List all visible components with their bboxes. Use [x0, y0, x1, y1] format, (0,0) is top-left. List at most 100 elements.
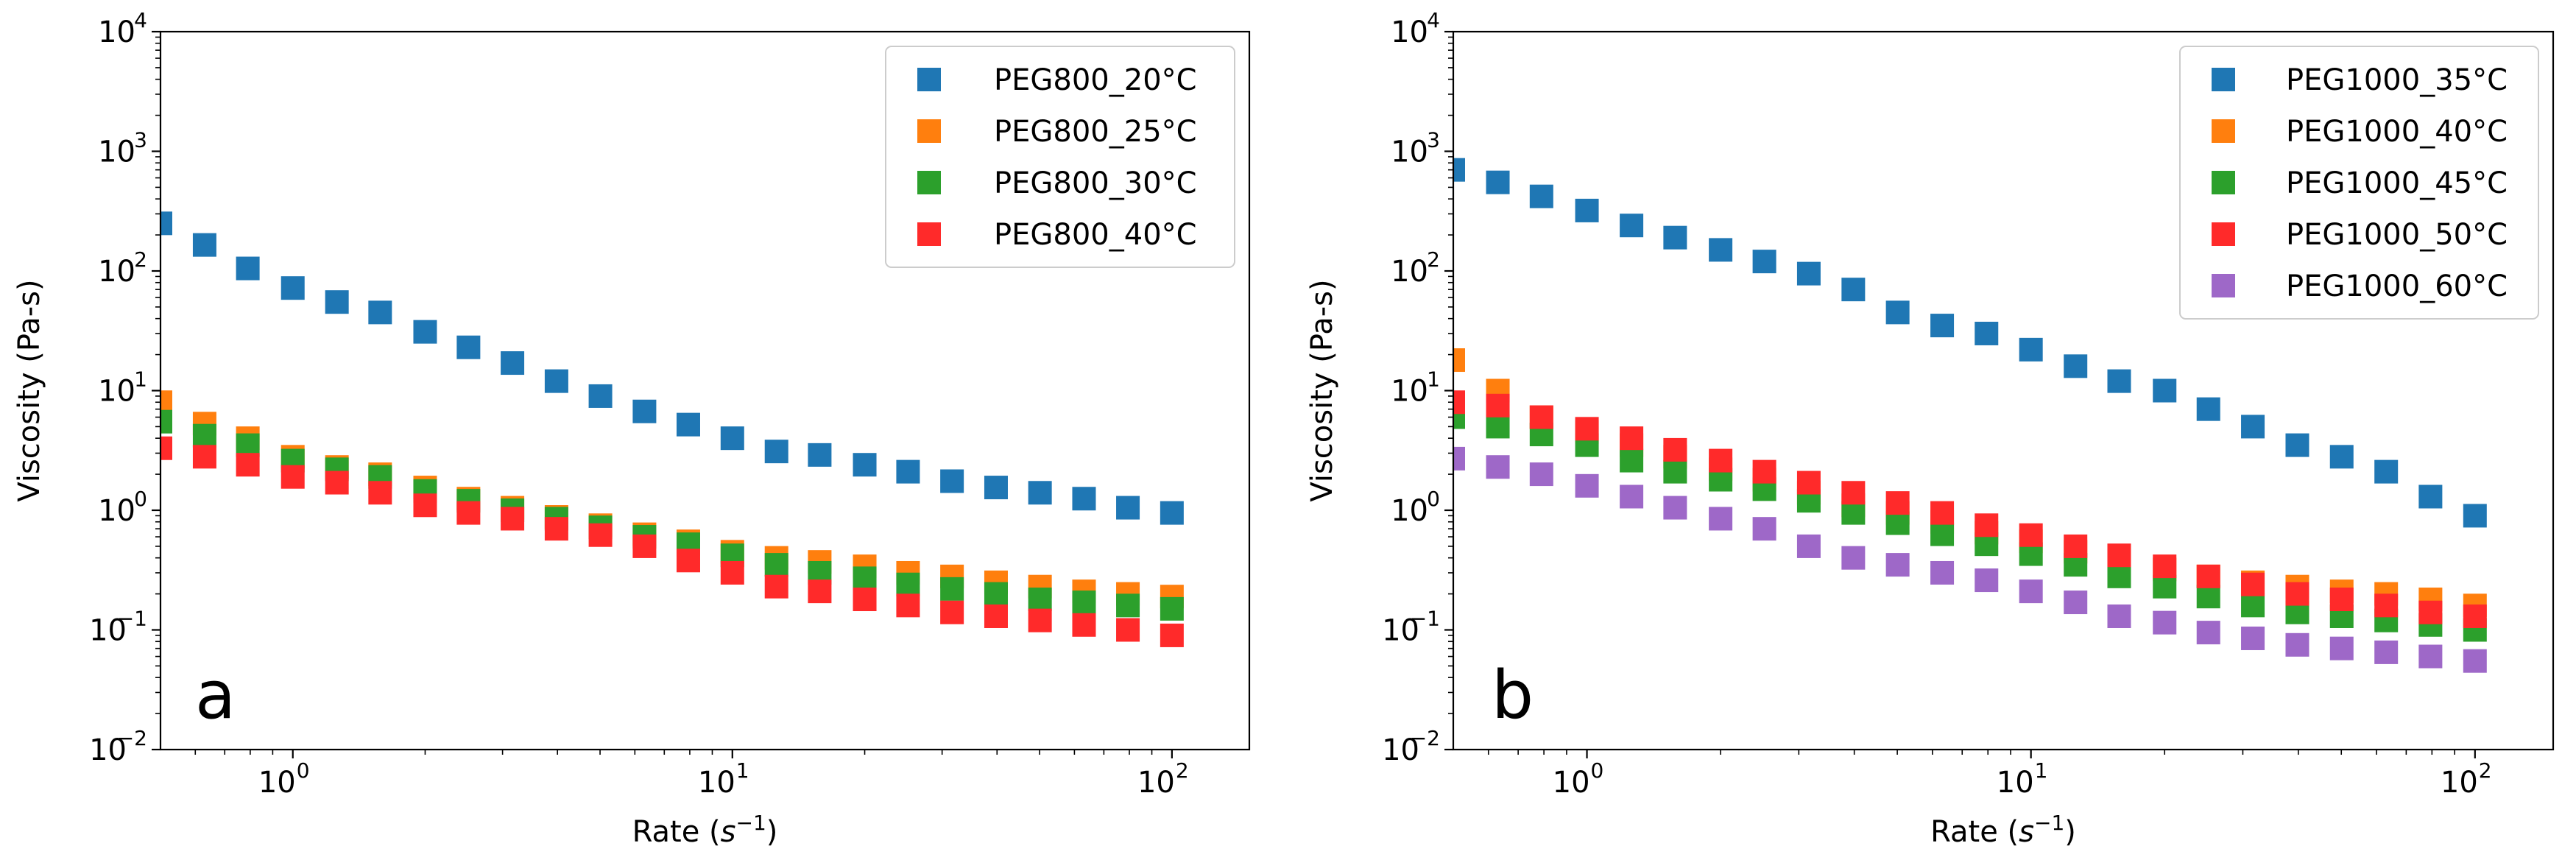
series-PEG1000_35°C [1453, 158, 2487, 528]
data-markers [1453, 158, 2487, 673]
data-point [1975, 321, 1999, 345]
data-point [984, 582, 1008, 606]
data-point [1486, 415, 1510, 439]
data-point [1841, 481, 1866, 505]
data-point [1160, 596, 1184, 621]
y-tick-label: 10 [89, 614, 127, 648]
y-tick-exponent: −1 [1410, 607, 1440, 631]
data-point [720, 426, 744, 451]
data-point [544, 517, 568, 541]
data-point [1796, 470, 1821, 495]
data-point [1709, 507, 1733, 531]
x-axis-label: Rate (s−1) [1930, 811, 2076, 849]
data-point [2064, 534, 2088, 558]
legend-box [2179, 46, 2539, 320]
legend-entry: PEG800_40°C [994, 218, 1197, 252]
data-point [1663, 459, 1687, 484]
data-point [413, 493, 437, 518]
y-tick-exponent: 4 [1427, 8, 1440, 32]
data-point [413, 320, 437, 344]
y-axis-label: Viscosity (Pa-s) [13, 279, 46, 501]
data-point [456, 501, 481, 525]
data-point [1663, 225, 1687, 250]
data-point [1575, 473, 1599, 498]
data-point [764, 574, 788, 599]
data-point [1930, 501, 1955, 525]
legend-swatch [917, 171, 941, 194]
data-point [853, 566, 877, 591]
data-point [1841, 546, 1866, 570]
data-point [1028, 608, 1052, 632]
y-tick-exponent: −1 [117, 607, 147, 631]
data-point [2374, 593, 2399, 618]
data-point [1620, 426, 1644, 451]
series-PEG800_40°C [160, 436, 1184, 647]
y-tick-label: 10 [1391, 375, 1428, 409]
data-point [1575, 198, 1599, 222]
data-point [632, 534, 657, 558]
data-point [764, 440, 788, 464]
data-point [280, 276, 305, 300]
data-point [1885, 300, 1910, 325]
data-point [1453, 446, 1465, 470]
legend-swatch [2212, 171, 2235, 194]
y-tick-exponent: 2 [134, 247, 147, 272]
data-markers [160, 211, 1184, 647]
data-point [368, 481, 392, 505]
data-point [1885, 553, 1910, 577]
data-point [940, 600, 964, 624]
data-point [1486, 455, 1510, 479]
legend-entry: PEG800_20°C [994, 63, 1197, 97]
data-point [1453, 348, 1465, 373]
y-tick-exponent: 1 [134, 367, 147, 392]
x-tick-label: 10 [1137, 766, 1175, 800]
series-PEG1000_60°C [1453, 446, 2487, 673]
data-point [2107, 369, 2131, 393]
x-tick-label: 10 [1553, 766, 1590, 800]
x-tick-exponent: 1 [2035, 758, 2048, 783]
legend-box [885, 46, 1235, 268]
data-point [853, 453, 877, 477]
data-point [2196, 564, 2220, 588]
legend-swatch [917, 68, 941, 91]
data-point [1529, 184, 1553, 208]
data-point [2329, 636, 2354, 660]
y-tick-label: 10 [89, 733, 127, 767]
data-point [1116, 618, 1140, 642]
data-point [1930, 560, 1955, 585]
data-point [632, 399, 657, 423]
y-tick-label: 10 [98, 375, 135, 409]
data-point [1930, 314, 1955, 338]
legend-entry: PEG800_25°C [994, 115, 1197, 149]
series-PEG800_30°C [160, 409, 1184, 621]
data-point [2153, 378, 2177, 403]
data-point [764, 553, 788, 577]
data-point [1841, 501, 1866, 525]
data-point [160, 211, 172, 236]
data-point [1160, 501, 1184, 525]
data-point [192, 445, 216, 469]
data-point [2196, 621, 2220, 645]
data-point [1930, 522, 1955, 546]
data-point [160, 390, 172, 415]
data-point [325, 470, 349, 495]
data-point [2019, 337, 2043, 362]
y-tick-exponent: 0 [1427, 487, 1440, 511]
y-tick-exponent: 0 [134, 487, 147, 511]
data-point [1885, 511, 1910, 535]
data-point [2196, 397, 2220, 421]
data-point [2463, 649, 2487, 673]
data-point [1160, 623, 1184, 647]
data-point [2153, 610, 2177, 635]
data-point [2285, 632, 2309, 657]
legend-swatch [2212, 68, 2235, 91]
data-point [1028, 588, 1052, 612]
data-point [2019, 579, 2043, 604]
y-tick-exponent: 3 [134, 128, 147, 152]
panel-label: b [1492, 657, 1534, 734]
data-point [2241, 572, 2265, 596]
x-tick-exponent: 0 [1591, 758, 1604, 783]
data-point [984, 604, 1008, 628]
